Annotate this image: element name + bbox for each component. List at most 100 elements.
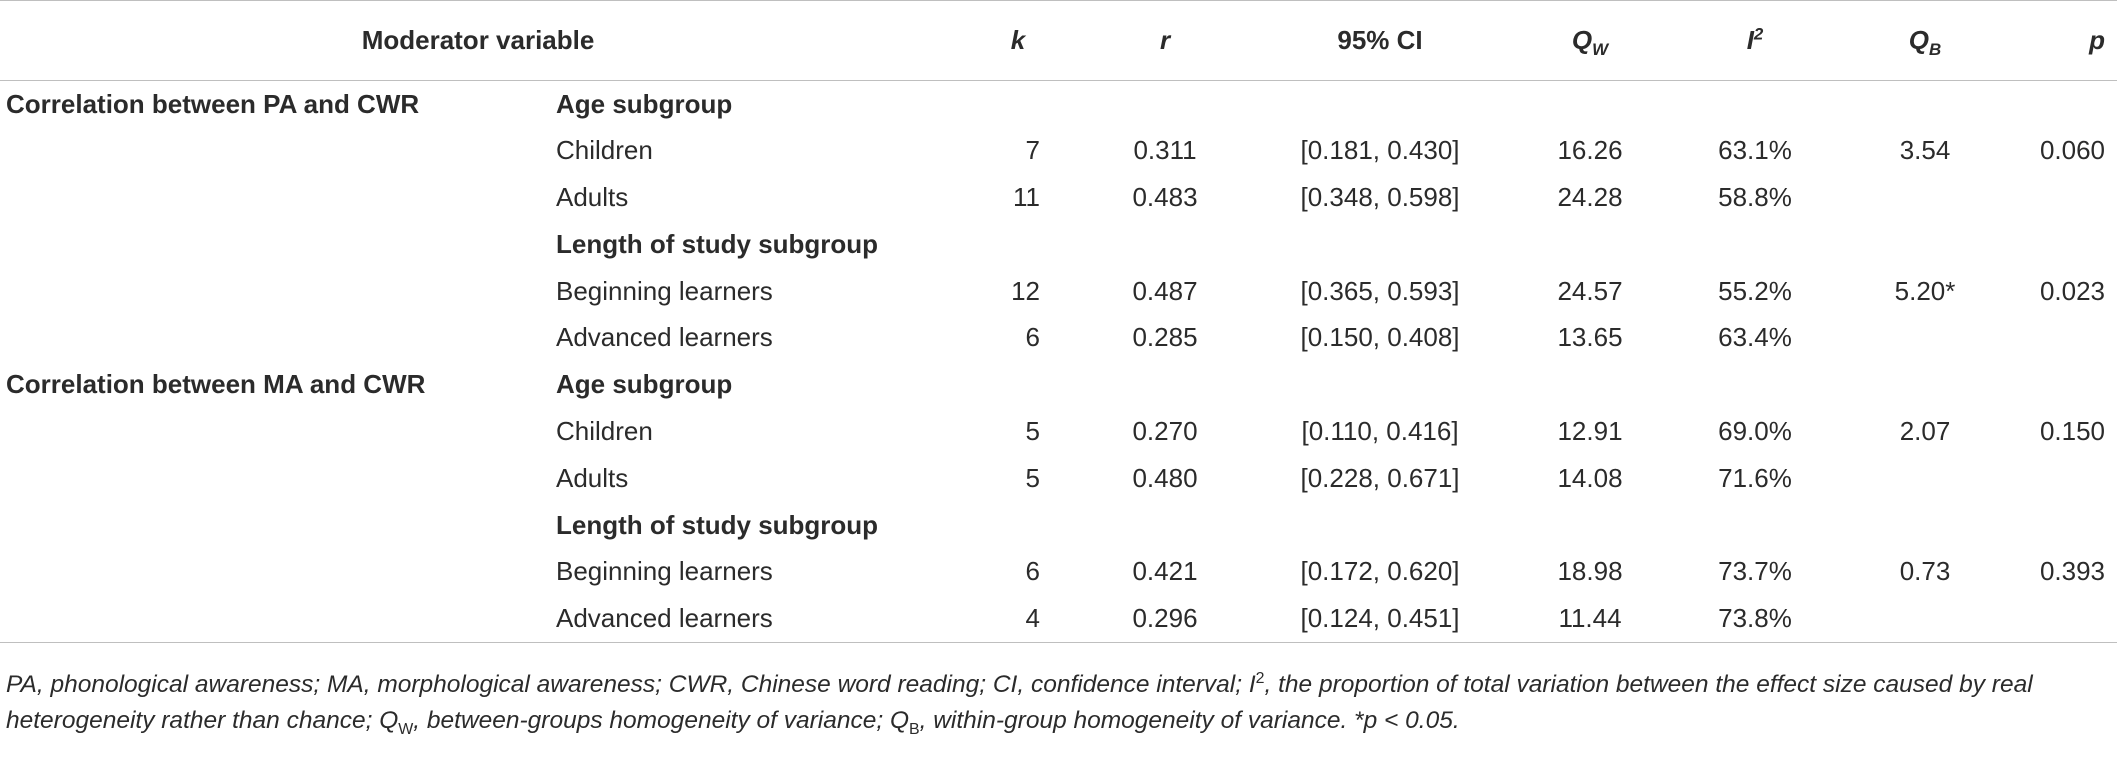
footnote-part-2: , the proportion of total variation betw…: [6, 671, 2033, 734]
cell-r: 0.270: [1132, 415, 1198, 446]
table-row: Length of study subgroup: [0, 221, 2117, 268]
table-row: Children 5 0.270 [0.110, 0.416] 12.91 69.0% 2.…: [0, 408, 2117, 455]
table-row: Children 7 0.311 [0.181, 0.430] 16.26 63.1% 3.…: [0, 127, 2117, 174]
cell-i2: [1670, 502, 1840, 549]
cell-qw: 11.44: [1510, 595, 1671, 643]
cell-subgroup: Adults: [556, 181, 629, 212]
cell-k: [956, 502, 1080, 549]
cell-subgroup-heading: Age subgroup: [556, 88, 733, 119]
cell-qw: 24.57: [1557, 275, 1623, 306]
cell-group: [0, 174, 556, 221]
header-i2: I2: [1670, 0, 1841, 81]
header-r: r: [1080, 0, 1251, 81]
moderator-analysis-table-container: Moderator variable k r 95% CI QW I2 QB p…: [0, 0, 2117, 643]
cell-r: 0.311: [1133, 135, 1197, 166]
cell-ci: [1250, 361, 1510, 408]
cell-group: [0, 455, 556, 502]
cell-ci: [0.150, 0.408]: [1300, 322, 1460, 353]
cell-ci: [0.365, 0.593]: [1300, 275, 1460, 306]
cell-r: [1080, 81, 1250, 128]
footnote-qb-sub: B: [909, 720, 920, 738]
cell-i2: 63.4%: [1718, 322, 1792, 353]
cell-i2: [1670, 81, 1840, 128]
cell-k: 7: [1025, 135, 1041, 166]
footnote-qw-sub: W: [398, 720, 414, 738]
table-row: Advanced learners 4 0.296 [0.124, 0.451] 11.…: [0, 595, 2117, 643]
table-row: Adults 11 0.483 [0.348, 0.598] 24.28 58.8%: [0, 174, 2117, 221]
cell-k: 4: [956, 595, 1081, 643]
footnote-part-4: , within-group homogeneity of variance. …: [919, 707, 1460, 734]
cell-k: [956, 221, 1080, 268]
cell-subgroup: Beginning learners: [556, 275, 773, 306]
cell-p: [2010, 174, 2117, 221]
cell-ci: [1250, 502, 1510, 549]
header-qb-main: Q: [1908, 25, 1930, 55]
cell-qw: 16.26: [1557, 135, 1623, 166]
cell-subgroup: Adults: [556, 462, 629, 493]
cell-subgroup: Children: [556, 135, 653, 166]
footnote-part-1: PA, phonological awareness; MA, morpholo…: [6, 671, 1256, 698]
cell-ci: [0.110, 0.416]: [1301, 415, 1459, 446]
cell-subgroup-heading: Length of study subgroup: [556, 509, 879, 540]
header-ci: 95% CI: [1250, 0, 1511, 81]
cell-r: 0.296: [1080, 595, 1251, 643]
cell-qw: 13.65: [1557, 322, 1623, 353]
cell-k: [956, 81, 1080, 128]
cell-qb: [1840, 455, 2010, 502]
table-row: Advanced learners 6 0.285 [0.150, 0.408] 13.…: [0, 314, 2117, 361]
header-qw-main: Q: [1571, 25, 1593, 55]
header-qw: QW: [1510, 0, 1671, 81]
cell-qb: [1840, 81, 2010, 128]
table-row: Length of study subgroup: [0, 502, 2117, 549]
cell-r: [1080, 361, 1250, 408]
cell-r: [1080, 221, 1250, 268]
cell-qw: [1510, 221, 1670, 268]
cell-group: [0, 502, 556, 549]
cell-qb: [1840, 595, 2011, 643]
cell-qb: [1840, 221, 2010, 268]
cell-qb: 5.20*: [1894, 275, 1956, 306]
cell-group: [0, 548, 556, 595]
cell-i2: 63.1%: [1718, 135, 1792, 166]
table-body: Correlation between PA and CWR Age subgro…: [0, 81, 2117, 643]
cell-qb: 3.54: [1899, 135, 1951, 166]
cell-k: 12: [1011, 275, 1041, 306]
cell-ci: [0.181, 0.430]: [1300, 135, 1460, 166]
cell-p: 0.150: [2039, 415, 2106, 446]
cell-i2: 55.2%: [1718, 275, 1792, 306]
cell-group: [0, 127, 556, 174]
cell-qb: 0.73: [1899, 556, 1951, 587]
cell-p: [2010, 81, 2117, 128]
cell-i2: 71.6%: [1718, 462, 1792, 493]
cell-qb: [1840, 502, 2010, 549]
cell-ci: [1250, 221, 1510, 268]
header-i2-main: I: [1746, 25, 1754, 55]
cell-r: 0.480: [1132, 462, 1198, 493]
table-row: Beginning learners 12 0.487 [0.365, 0.593] 2…: [0, 268, 2117, 315]
cell-group: Correlation between MA and CWR: [6, 369, 426, 400]
cell-ci: [1250, 81, 1510, 128]
cell-qw: [1510, 361, 1670, 408]
cell-p: 0.060: [2039, 135, 2106, 166]
cell-i2: 58.8%: [1718, 181, 1792, 212]
cell-i2: 73.7%: [1718, 556, 1792, 587]
cell-subgroup: Advanced learners: [556, 322, 773, 353]
cell-p: [2010, 502, 2117, 549]
cell-subgroup: Beginning learners: [556, 556, 773, 587]
cell-ci: [0.124, 0.451]: [1250, 595, 1511, 643]
cell-p: [2010, 595, 2117, 643]
cell-group: [0, 268, 556, 315]
cell-qw: [1510, 81, 1670, 128]
header-i2-sup: 2: [1753, 24, 1764, 44]
table-header: Moderator variable k r 95% CI QW I2 QB p: [0, 0, 2117, 81]
cell-qw: [1510, 502, 1670, 549]
header-qw-sub: W: [1592, 40, 1609, 60]
cell-r: 0.421: [1132, 556, 1198, 587]
cell-k: 6: [1025, 556, 1041, 587]
cell-i2: [1670, 221, 1840, 268]
footnote-i2-sup: 2: [1255, 669, 1265, 687]
header-qb-sub: B: [1929, 40, 1942, 60]
cell-k: 5: [1025, 415, 1041, 446]
cell-k: 5: [1025, 462, 1041, 493]
cell-ci: [0.348, 0.598]: [1300, 181, 1460, 212]
